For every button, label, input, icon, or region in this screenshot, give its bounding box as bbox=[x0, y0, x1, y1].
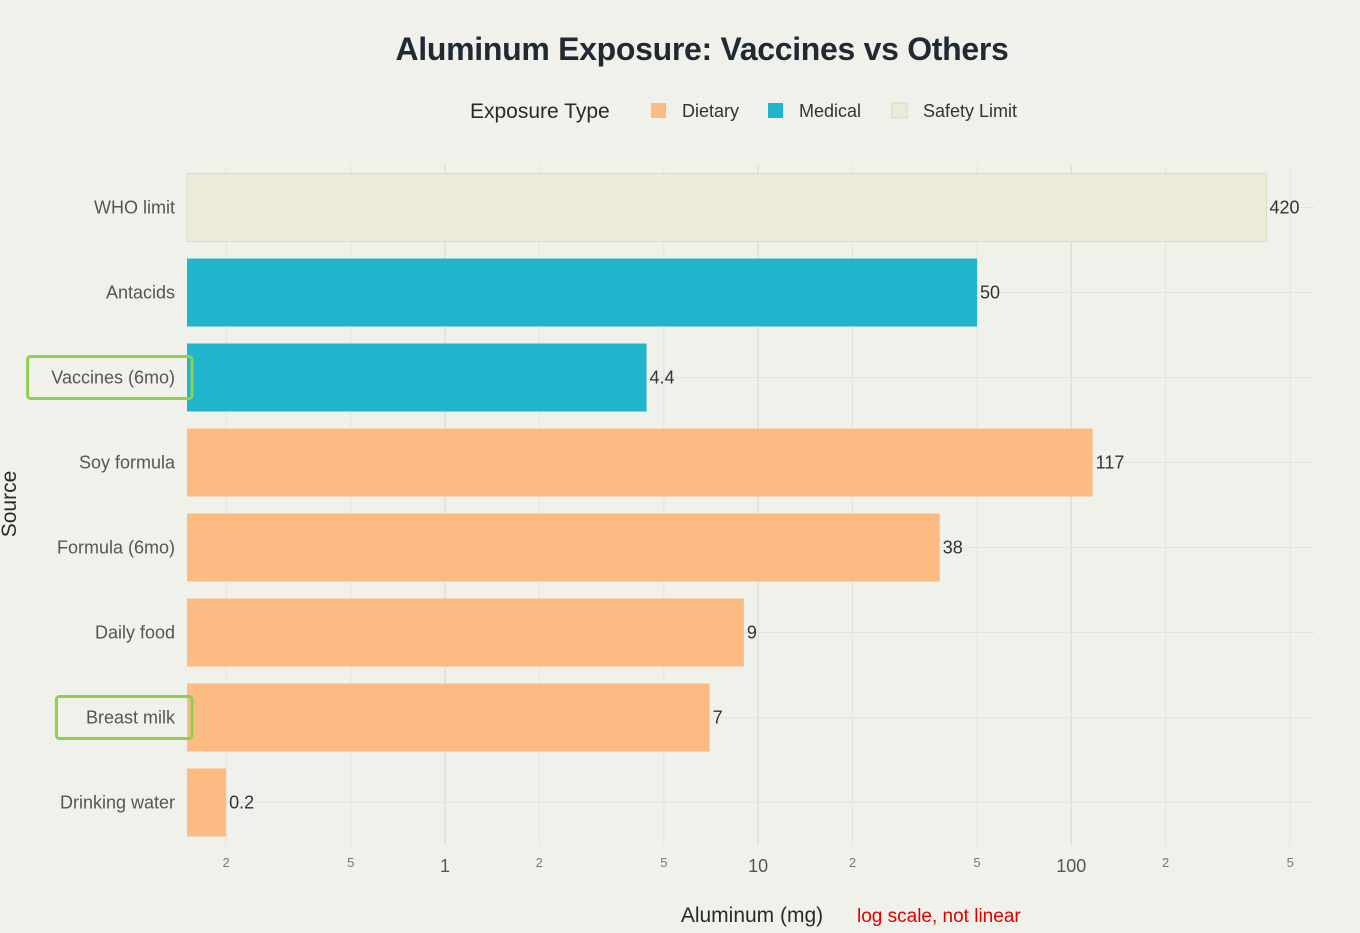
legend: Exposure Type Dietary Medical Safety Limit bbox=[470, 100, 1017, 123]
bar-drinking-water bbox=[187, 768, 227, 837]
highlights bbox=[26, 355, 194, 740]
legend-label-dietary: Dietary bbox=[682, 101, 739, 121]
value-label-daily-food: 9 bbox=[747, 623, 757, 643]
category-label-antacids: Antacids bbox=[106, 283, 175, 303]
x-tick-label: 2 bbox=[849, 855, 856, 870]
chart-title: Aluminum Exposure: Vaccines vs Others bbox=[395, 31, 1008, 67]
x-tick-label: 5 bbox=[973, 855, 980, 870]
category-label-soy-formula: Soy formula bbox=[79, 453, 176, 473]
category-label-who-limit: WHO limit bbox=[94, 198, 175, 218]
highlight-box-breast-milk bbox=[54, 695, 194, 740]
y-axis-title: Source bbox=[0, 471, 21, 538]
x-tick-label: 5 bbox=[660, 855, 667, 870]
x-tick-label: 100 bbox=[1056, 856, 1086, 876]
x-tick-label: 1 bbox=[440, 856, 450, 876]
bars bbox=[186, 173, 1267, 837]
x-axis-title: Aluminum (mg) bbox=[681, 904, 823, 927]
category-label-drinking-water: Drinking water bbox=[60, 793, 175, 813]
legend-swatch-dietary bbox=[651, 103, 666, 118]
legend-swatch-safety-limit bbox=[891, 102, 908, 119]
legend-label-medical: Medical bbox=[799, 101, 861, 121]
bar-vaccines-6mo bbox=[187, 343, 647, 412]
category-labels: WHO limit Antacids Vaccines (6mo) Soy formu… bbox=[51, 198, 176, 813]
bar-formula-6mo bbox=[187, 513, 940, 582]
highlight-box-vaccines-6mo bbox=[26, 355, 194, 400]
category-label-breast-milk: Breast milk bbox=[86, 708, 176, 728]
bar-breast-milk bbox=[187, 683, 710, 752]
category-label-daily-food: Daily food bbox=[95, 623, 175, 643]
bar-antacids bbox=[187, 258, 978, 327]
x-tick-label: 2 bbox=[1162, 855, 1169, 870]
x-tick-label: 10 bbox=[748, 856, 768, 876]
value-label-formula-6mo: 38 bbox=[943, 538, 963, 558]
legend-swatch-medical bbox=[768, 103, 783, 118]
value-label-breast-milk: 7 bbox=[713, 708, 723, 728]
value-label-vaccines-6mo: 4.4 bbox=[650, 368, 675, 388]
category-label-vaccines-6mo: Vaccines (6mo) bbox=[51, 368, 175, 388]
x-tick-label: 5 bbox=[347, 855, 354, 870]
x-tick-label: 2 bbox=[223, 855, 230, 870]
legend-label-safety-limit: Safety Limit bbox=[923, 101, 1017, 121]
x-tick-label: 2 bbox=[536, 855, 543, 870]
value-label-drinking-water: 0.2 bbox=[229, 793, 254, 813]
value-label-soy-formula: 117 bbox=[1096, 453, 1125, 473]
log-scale-annotation: log scale, not linear bbox=[857, 906, 1021, 927]
x-axis-ticks: 2 5 1 2 5 10 2 5 100 2 5 bbox=[223, 855, 1294, 876]
value-label-who-limit: 420 bbox=[1269, 198, 1299, 218]
value-label-antacids: 50 bbox=[980, 283, 1000, 303]
bar-daily-food bbox=[187, 598, 744, 667]
x-tick-label: 5 bbox=[1287, 855, 1294, 870]
bar-who-limit bbox=[186, 173, 1267, 242]
legend-title: Exposure Type bbox=[470, 100, 610, 123]
category-label-formula-6mo: Formula (6mo) bbox=[57, 538, 175, 558]
value-labels: 420 50 4.4 117 38 9 7 0.2 bbox=[229, 198, 1299, 813]
bar-soy-formula bbox=[187, 428, 1093, 497]
